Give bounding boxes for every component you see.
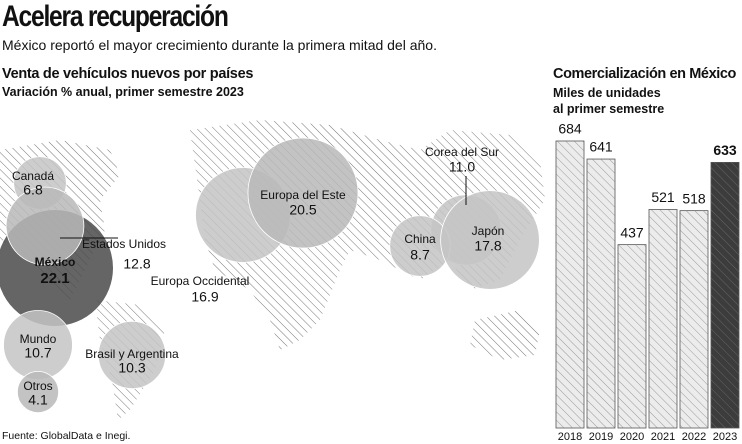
bubble-label: Estados Unidos <box>82 237 166 251</box>
bubble <box>247 137 359 249</box>
bubble-label: Corea del Sur <box>425 145 499 159</box>
bubble-value: 8.7 <box>410 247 430 263</box>
x-tick-label: 2023 <box>713 431 737 443</box>
bubble <box>16 370 60 414</box>
bubble-label: México <box>35 255 76 269</box>
map-subtitle: Variación % anual, primer semestre 2023 <box>2 85 244 99</box>
bubble <box>5 186 85 266</box>
bubble-value: 4.1 <box>28 392 48 408</box>
bubble-label: Brasil y Argentina <box>85 347 179 361</box>
bubble-value: 20.5 <box>289 202 316 218</box>
title: Acelera recuperación <box>2 0 229 33</box>
x-tick-label: 2019 <box>589 431 613 443</box>
x-tick-label: 2021 <box>651 431 675 443</box>
bar-value: 518 <box>682 190 706 206</box>
bubble-label: Mundo <box>20 332 57 346</box>
bar-hatch <box>649 209 677 428</box>
bar-subtitle: Miles de unidades al primer semestre <box>553 86 665 116</box>
bubble-label: Otros <box>23 379 52 393</box>
bubble-label: Europa Occidental <box>151 274 250 288</box>
bubble <box>440 190 540 290</box>
bar-layer: 684 2018 641 2019 437 2020 521 2021 518 2022 633 20… <box>555 121 740 443</box>
bubble-value: 10.7 <box>24 345 51 361</box>
map-title: Venta de vehículos nuevos por países <box>2 66 254 82</box>
bubble-value: 17.8 <box>474 238 501 254</box>
bubble-value: 6.8 <box>23 182 43 198</box>
bar-hatch <box>618 244 646 428</box>
x-tick-label: 2020 <box>620 431 644 443</box>
bubble-value: 16.9 <box>191 289 218 305</box>
bubble-label: Europa del Este <box>260 188 346 202</box>
subtitle: México reportó el mayor crecimiento dura… <box>2 37 437 53</box>
source: Fuente: GlobalData e Inegi. <box>2 430 131 442</box>
bubble-value: 12.8 <box>123 256 150 272</box>
bubble-value: 22.1 <box>40 270 69 287</box>
x-tick-label: 2018 <box>558 431 582 443</box>
bar-hatch <box>711 162 739 429</box>
bubble <box>97 320 167 390</box>
bar-hatch <box>556 141 584 428</box>
bubble-label: Canadá <box>12 169 54 183</box>
bar-value: 521 <box>651 189 675 205</box>
bar-value: 641 <box>589 139 613 155</box>
x-tick-label: 2022 <box>682 431 706 443</box>
bubble-value: 10.3 <box>118 360 145 376</box>
bar-value: 633 <box>713 142 737 158</box>
bar-value: 437 <box>620 224 644 240</box>
bar-hatch <box>680 210 708 428</box>
bubble-label: Japón <box>472 224 505 238</box>
bar-value: 684 <box>558 121 582 137</box>
bubble-label: China <box>404 232 436 246</box>
bubble-value: 11.0 <box>449 159 475 175</box>
bar-title: Comercialización en México <box>553 66 736 82</box>
bar-hatch <box>587 159 615 428</box>
